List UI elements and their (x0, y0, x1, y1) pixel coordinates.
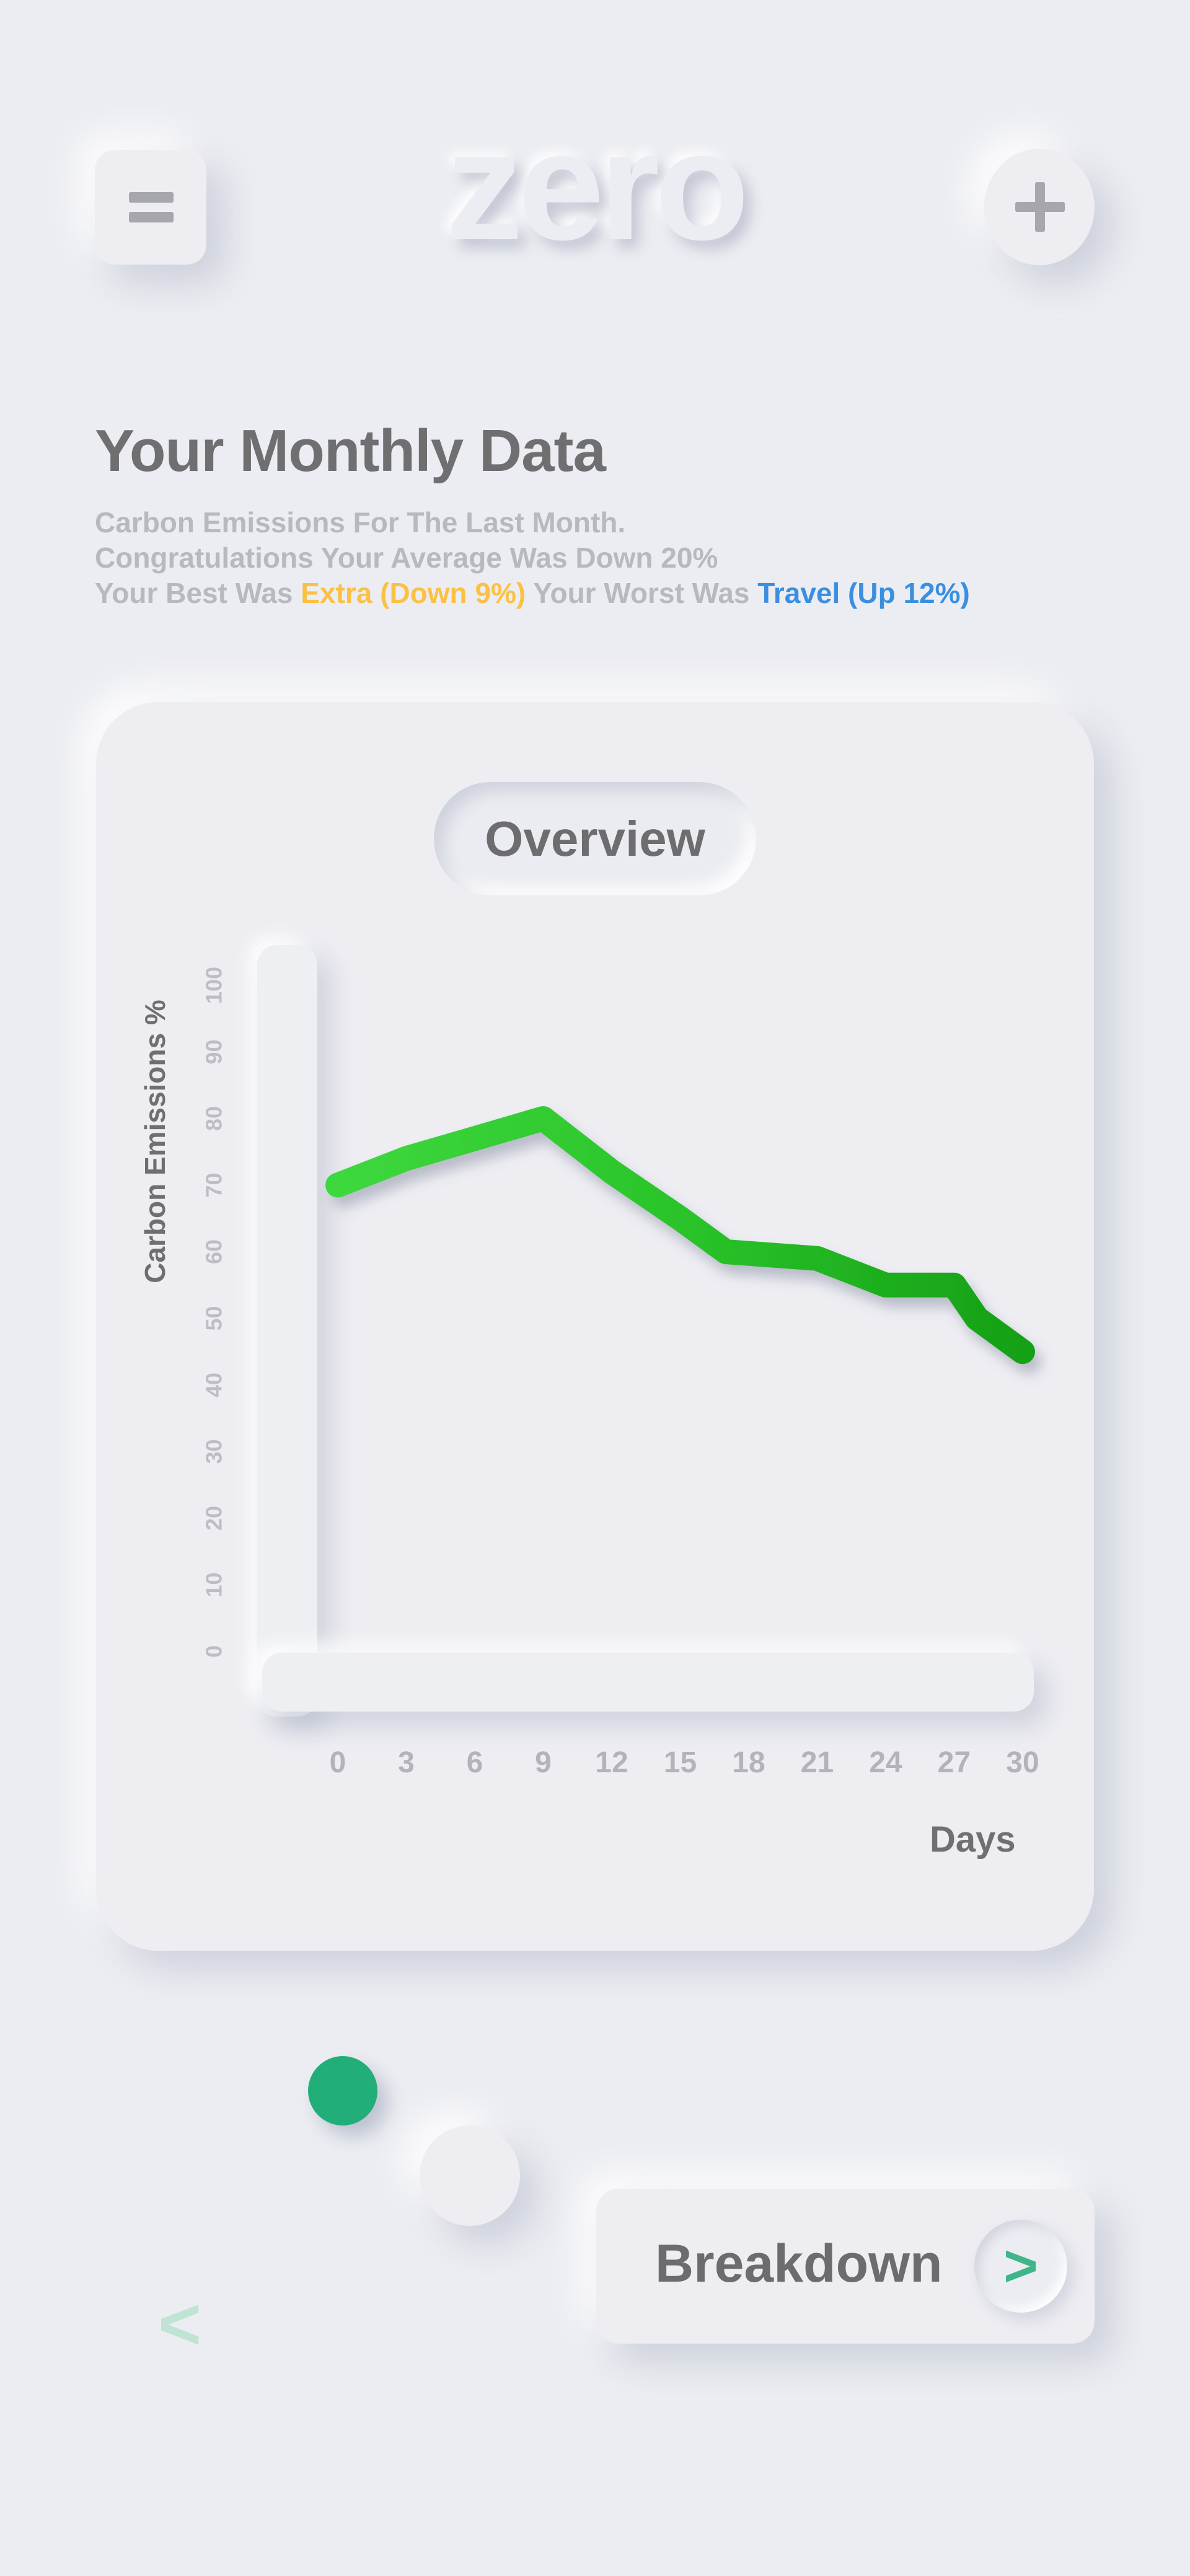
x-tick-label: 3 (398, 1746, 415, 1779)
summary-line-2: Congratulations Your Average Was Down 20… (95, 542, 718, 574)
worst-prefix: Your Worst Was (526, 577, 758, 609)
chevron-right-icon: > (1003, 2233, 1039, 2299)
menu-button[interactable] (95, 150, 206, 265)
y-tick-label: 0 (201, 1645, 227, 1658)
x-axis-rail (262, 1653, 1034, 1712)
x-tick-label: 24 (869, 1746, 902, 1779)
emissions-series-line (325, 1106, 1035, 1365)
y-tick-label: 90 (201, 1039, 227, 1064)
summary-line-3: Your Best Was Extra (Down 9%) Your Worst… (95, 576, 970, 610)
x-tick-label: 21 (801, 1746, 834, 1779)
y-axis-rail (257, 945, 317, 1717)
x-tick-label: 12 (595, 1746, 628, 1779)
app-logo: zero (445, 99, 749, 272)
breakdown-button[interactable]: Breakdown > (596, 2189, 1095, 2344)
x-tick-label: 9 (535, 1746, 552, 1779)
y-tick-label: 60 (201, 1239, 227, 1264)
y-tick-label: 30 (201, 1439, 227, 1464)
next-arrow-button[interactable]: > (974, 2220, 1067, 2313)
x-axis-title: Days (930, 1819, 1016, 1860)
y-tick-label: 20 (201, 1506, 227, 1531)
summary-line-1: Carbon Emissions For The Last Month. (95, 506, 626, 538)
best-prefix: Your Best Was (95, 577, 301, 609)
y-tick-label: 100 (201, 967, 227, 1004)
y-tick-label: 80 (201, 1106, 227, 1131)
worst-category: Travel (Up 12%) (757, 577, 970, 609)
breakdown-label: Breakdown (655, 2234, 943, 2293)
x-tick-label: 30 (1006, 1746, 1039, 1779)
x-tick-label: 15 (664, 1746, 697, 1779)
x-tick-label: 27 (938, 1746, 971, 1779)
y-tick-label: 10 (201, 1572, 227, 1597)
chevron-left-icon[interactable]: < (158, 2282, 202, 2365)
y-tick-label: 50 (201, 1306, 227, 1330)
x-tick-label: 6 (467, 1746, 483, 1779)
page-title: Your Monthly Data (95, 418, 606, 484)
x-tick-label: 18 (732, 1746, 765, 1779)
y-tick-label: 70 (201, 1172, 227, 1197)
overview-pill[interactable]: Overview (434, 782, 756, 895)
add-button[interactable] (984, 149, 1095, 265)
page-dot-inactive[interactable] (420, 2125, 520, 2226)
y-tick-label: 40 (201, 1373, 227, 1397)
x-tick-label: 0 (330, 1746, 346, 1779)
best-category: Extra (Down 9%) (301, 577, 526, 609)
page-dot-active[interactable] (308, 2056, 377, 2125)
